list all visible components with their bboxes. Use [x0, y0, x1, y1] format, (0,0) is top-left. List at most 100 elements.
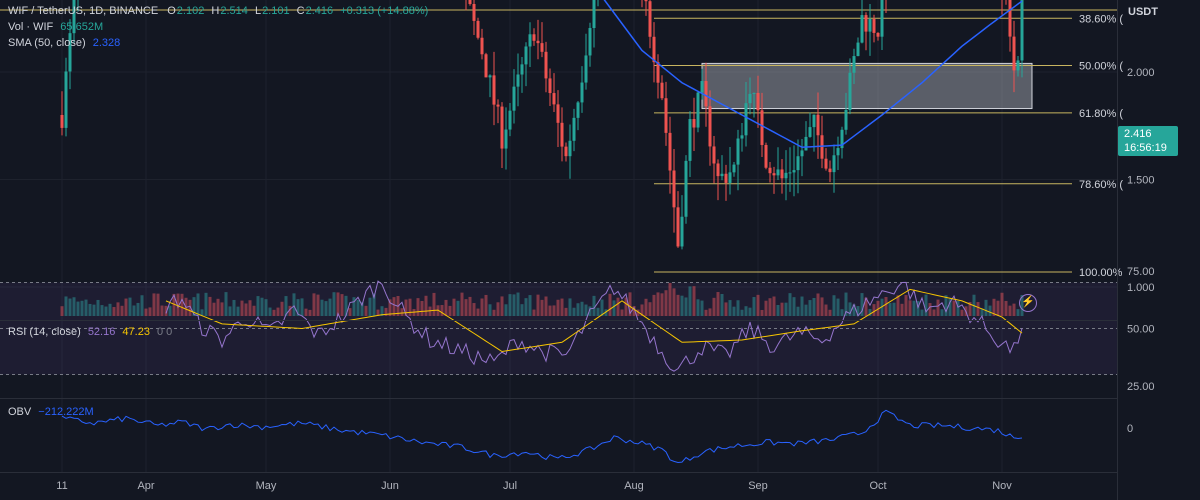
volume-bar — [208, 296, 212, 316]
candle-body — [472, 3, 476, 21]
volume-bar — [400, 308, 404, 316]
volume-bar — [844, 292, 848, 316]
candle-body — [476, 20, 480, 38]
volume-bar — [588, 306, 592, 316]
candle-body — [504, 129, 508, 149]
volume-bar — [920, 309, 924, 316]
candle-body — [780, 169, 784, 179]
volume-bar — [292, 293, 296, 316]
candle-body — [712, 146, 716, 164]
candle-body — [716, 163, 720, 177]
candle-body — [880, 0, 884, 37]
candle-body — [668, 132, 672, 171]
volume-bar — [484, 294, 488, 316]
obv-pane-separator[interactable] — [0, 398, 1117, 399]
time-tick-label: Oct — [869, 480, 886, 492]
volume-bar — [684, 297, 688, 316]
volume-bar — [224, 292, 228, 316]
volume-bar — [580, 301, 584, 316]
time-tick-label: Apr — [137, 480, 154, 492]
volume-bar — [416, 298, 420, 316]
candle-body — [516, 74, 520, 87]
candle-body — [524, 46, 528, 65]
candle-body — [544, 51, 548, 79]
symbol-title: WIF / TetherUS, 1D, BINANCE — [8, 5, 159, 17]
volume-bar — [1008, 305, 1012, 316]
volume-bar — [944, 295, 948, 316]
volume-bar — [824, 304, 828, 316]
volume-bar — [92, 304, 96, 316]
volume-bar — [340, 294, 344, 316]
rsi-value: 52.16 — [87, 326, 116, 338]
fibonacci-retracement[interactable]: 0.00% (223.60% (38.60% (50.00% (61.80% (… — [654, 0, 1123, 279]
volume-bar — [160, 305, 164, 316]
candle-body — [724, 173, 728, 183]
volume-legend[interactable]: Vol · WIF 65.652M — [8, 21, 103, 33]
close-value: 2.416 — [305, 5, 334, 17]
candle-body — [848, 72, 852, 111]
volume-bar — [300, 298, 304, 316]
sma-line — [603, 0, 1023, 149]
open-label: O — [167, 5, 176, 17]
volume-bar — [376, 309, 380, 316]
volume-bar — [192, 297, 196, 316]
rsi-tick-label: 50.00 — [1127, 324, 1155, 336]
volume-bar — [936, 299, 940, 316]
volume-bar — [808, 300, 812, 316]
candle-body — [776, 169, 780, 176]
volume-bar — [216, 298, 220, 316]
volume-bar — [868, 308, 872, 316]
volume-bar — [992, 298, 996, 316]
lightning-icon[interactable]: ⚡ — [1019, 294, 1037, 312]
volume-bar — [592, 295, 596, 316]
rsi-pane-separator[interactable] — [0, 320, 1117, 321]
candle-body — [496, 104, 500, 107]
obv-legend[interactable]: OBV −212.222M — [8, 406, 94, 418]
volume-bar — [448, 305, 452, 316]
volume-bar — [424, 295, 428, 316]
volume-bar — [356, 299, 360, 316]
obv-path — [61, 409, 1023, 464]
rsi-legend[interactable]: RSI (14, close) 52.16 47.23 0 0 — [8, 326, 172, 338]
last-price-badge: 2.416 16:56:19 — [1118, 126, 1178, 156]
candle-body — [664, 98, 668, 133]
sma-legend[interactable]: SMA (50, close) 2.328 — [8, 37, 120, 49]
volume-bar — [296, 299, 300, 316]
bar-countdown: 16:56:19 — [1124, 142, 1167, 154]
candle-body — [828, 168, 832, 173]
volume-bar — [572, 307, 576, 316]
volume-bar — [732, 306, 736, 316]
volume-bar — [720, 293, 724, 316]
volume-bar — [476, 308, 480, 316]
volume-bar — [332, 292, 336, 316]
volume-bar — [520, 304, 524, 316]
candle-body — [500, 106, 504, 149]
candle-body — [528, 34, 532, 47]
candle-body — [744, 103, 748, 136]
volume-bar — [908, 300, 912, 316]
volume-bar — [276, 307, 280, 316]
volume-bar — [200, 309, 204, 316]
volume-bar — [648, 302, 652, 316]
volume-bar — [928, 303, 932, 316]
volume-bar — [796, 306, 800, 316]
volume-bar — [788, 293, 792, 316]
volume-bar — [900, 303, 904, 316]
candle-body — [800, 150, 804, 157]
volume-bar — [980, 308, 984, 316]
price-tick-label: 1.000 — [1127, 282, 1155, 294]
candle-body — [824, 158, 828, 169]
volume-bar — [124, 298, 128, 316]
volume-bar — [552, 305, 556, 316]
volume-bar — [304, 308, 308, 316]
volume-bar — [924, 294, 928, 316]
volume-bar — [316, 294, 320, 316]
candle-body — [652, 36, 656, 63]
candle-body — [756, 92, 760, 111]
candle-body — [576, 102, 580, 118]
volume-bar — [600, 299, 604, 316]
currency-label[interactable]: USDT — [1128, 6, 1158, 18]
volume-bar — [172, 293, 176, 316]
symbol-legend[interactable]: WIF / TetherUS, 1D, BINANCE O2.102 H2.51… — [8, 5, 428, 17]
